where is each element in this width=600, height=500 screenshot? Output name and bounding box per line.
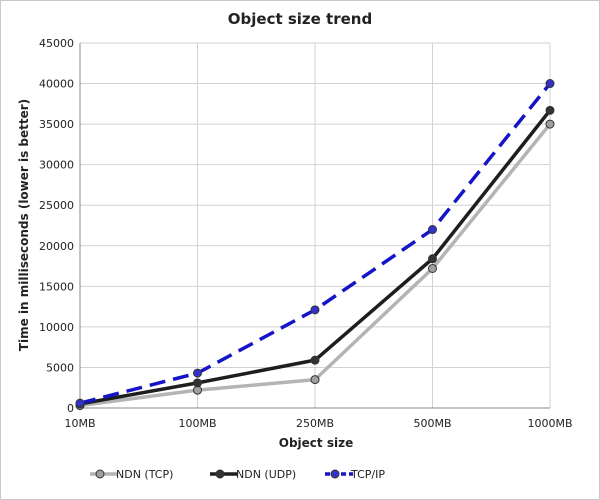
x-tick-label: 250MB [296, 417, 334, 430]
x-tick-label: 1000MB [527, 417, 572, 430]
y-tick-label: 15000 [39, 280, 74, 293]
x-tick-label: 500MB [413, 417, 451, 430]
legend-item: NDN (TCP) [90, 468, 173, 481]
data-point [545, 105, 555, 115]
legend: NDN (TCP) NDN (UDP) TCP/IP [90, 468, 385, 481]
y-tick-label: 25000 [39, 199, 74, 212]
data-point [310, 355, 320, 365]
legend-marker [330, 469, 340, 479]
y-axis-ticks: 0 5000 10000 15000 20000 25000 30000 35000 40000… [39, 37, 74, 415]
x-tick-label: 10MB [64, 417, 95, 430]
data-point [428, 254, 437, 264]
legend-label: TCP/IP [350, 468, 385, 481]
series-tcp-ip [75, 79, 555, 408]
y-tick-label: 30000 [39, 159, 74, 172]
x-axis-label: Object size [279, 436, 353, 450]
y-tick-label: 20000 [39, 240, 74, 253]
data-point [310, 375, 320, 385]
series-group [75, 79, 555, 411]
data-point [428, 263, 437, 273]
data-point [428, 225, 437, 235]
y-tick-label: 35000 [39, 118, 74, 131]
legend-marker [215, 469, 225, 479]
legend-label: NDN (UDP) [236, 468, 296, 481]
data-point [310, 305, 320, 315]
data-point [193, 368, 202, 378]
data-point [545, 79, 555, 89]
legend-item: NDN (UDP) [210, 468, 296, 481]
legend-marker [95, 469, 105, 479]
legend-item: TCP/IP [325, 468, 385, 481]
y-tick-label: 0 [67, 402, 74, 415]
legend-label: NDN (TCP) [116, 468, 173, 481]
x-axis-ticks: 10MB 100MB 250MB 500MB 1000MB [64, 417, 572, 430]
x-tick-label: 100MB [178, 417, 216, 430]
y-tick-label: 5000 [46, 361, 74, 374]
y-tick-label: 45000 [39, 37, 74, 50]
y-axis-label: Time in milliseconds (lower is better) [17, 99, 31, 351]
data-point [75, 398, 85, 408]
y-tick-label: 10000 [39, 321, 74, 334]
chart-title: Object size trend [228, 10, 372, 28]
data-point [545, 119, 555, 129]
data-point [193, 378, 202, 388]
grid [79, 42, 551, 409]
y-tick-label: 40000 [39, 78, 74, 91]
